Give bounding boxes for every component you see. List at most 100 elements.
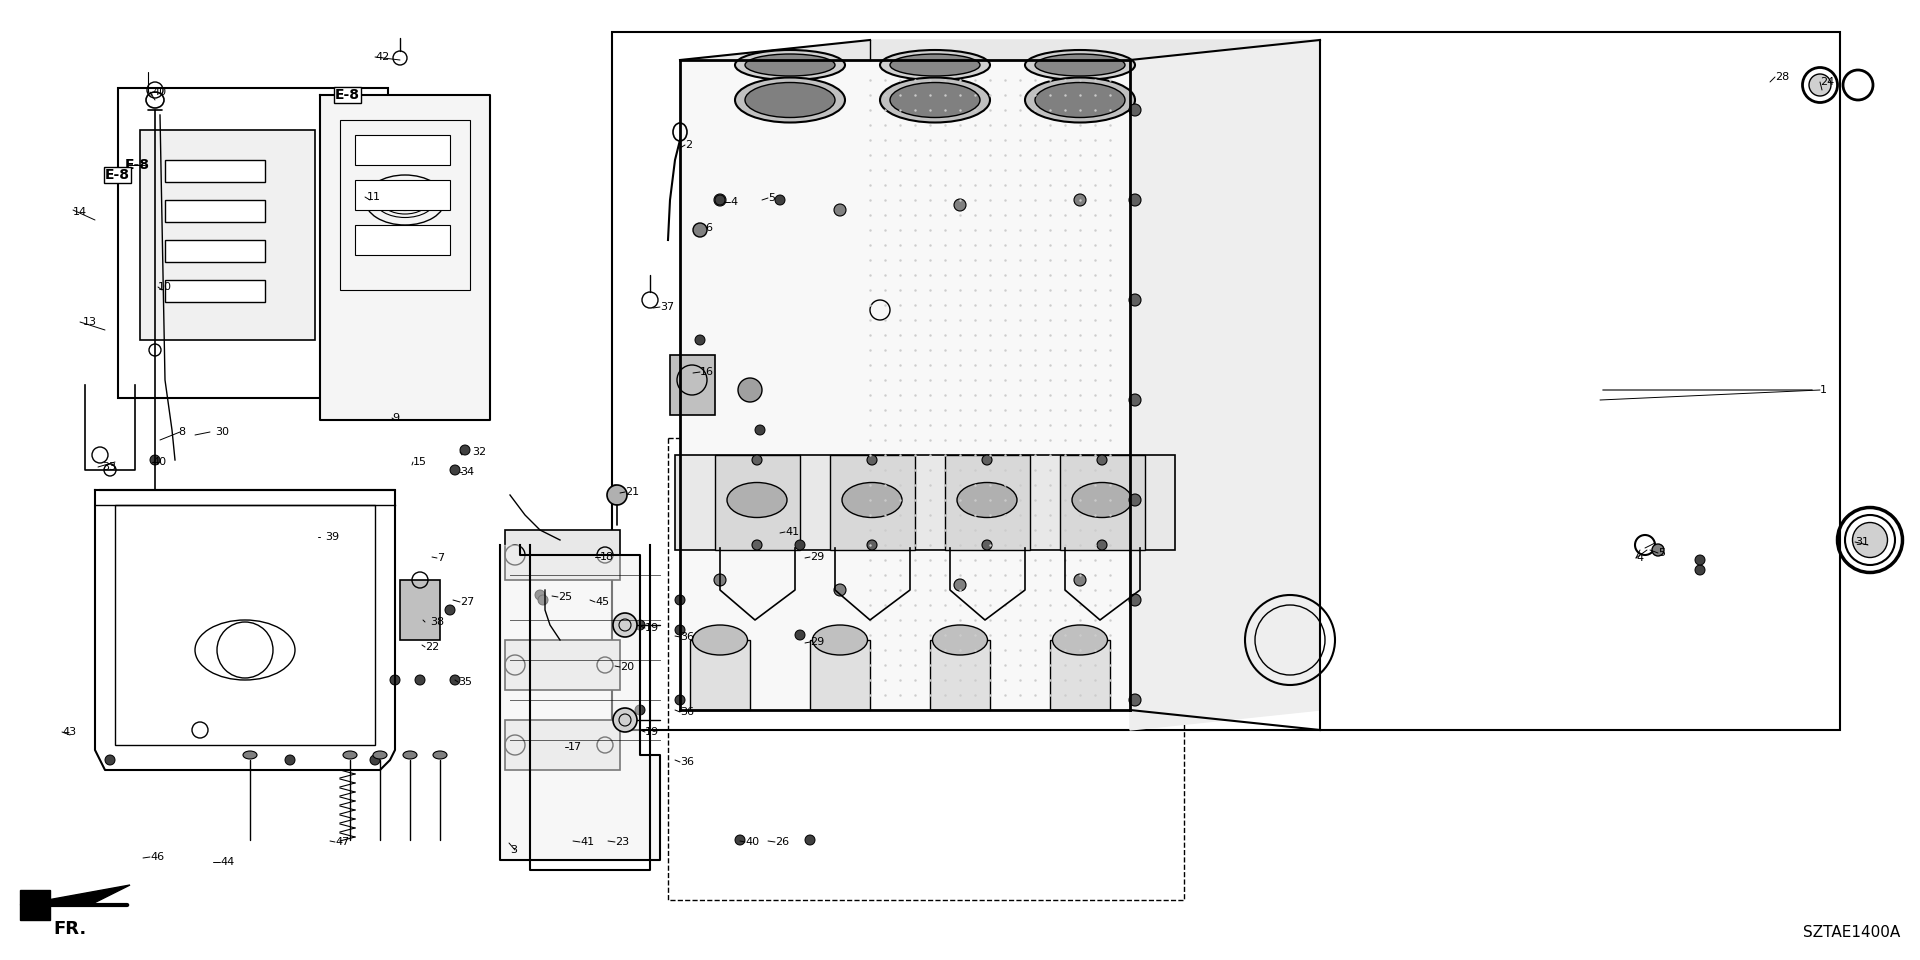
Text: 43: 43 [61,727,77,737]
Circle shape [804,835,814,845]
Text: 39: 39 [324,532,340,542]
Bar [505,640,620,690]
Circle shape [868,455,877,465]
Circle shape [607,485,628,505]
Circle shape [776,195,785,205]
Circle shape [284,755,296,765]
Ellipse shape [344,751,357,759]
Polygon shape [19,885,131,905]
Ellipse shape [1035,83,1125,117]
Text: 29: 29 [810,552,824,562]
Text: 19: 19 [645,727,659,737]
Ellipse shape [1025,78,1135,123]
Text: 36: 36 [680,757,693,767]
Text: 15: 15 [413,457,426,467]
Text: 45: 45 [595,597,609,607]
Ellipse shape [843,483,902,517]
Circle shape [1695,565,1705,575]
Circle shape [461,445,470,455]
Text: 40: 40 [152,457,167,467]
Circle shape [981,455,993,465]
Ellipse shape [891,83,979,117]
Ellipse shape [745,54,835,76]
Circle shape [676,595,685,605]
Text: E-8: E-8 [334,88,361,102]
Ellipse shape [879,50,991,80]
Ellipse shape [891,54,979,76]
Text: 25: 25 [559,592,572,602]
Circle shape [954,579,966,591]
Ellipse shape [1809,74,1832,96]
Text: 3: 3 [511,845,516,855]
Ellipse shape [933,625,987,655]
Circle shape [1129,494,1140,506]
Text: 23: 23 [614,837,630,847]
Text: E-8: E-8 [106,168,131,182]
Bar [612,32,1839,730]
Text: 17: 17 [568,742,582,752]
Circle shape [753,540,762,550]
Bar [505,530,620,580]
Circle shape [695,335,705,345]
Text: E-8: E-8 [125,158,150,172]
Bar [1060,455,1144,550]
Text: 46: 46 [150,852,163,862]
Circle shape [415,675,424,685]
Ellipse shape [735,78,845,123]
Text: 41: 41 [785,527,799,537]
Circle shape [1129,394,1140,406]
Text: 1: 1 [1820,385,1828,395]
Text: 5: 5 [1659,548,1665,558]
Circle shape [449,465,461,475]
Circle shape [371,755,380,765]
Circle shape [1129,294,1140,306]
Circle shape [150,455,159,465]
Ellipse shape [244,751,257,759]
Bar [340,120,470,290]
Bar [355,225,449,255]
Bar [668,438,1185,900]
Bar [945,455,1029,550]
Ellipse shape [728,483,787,517]
Text: 21: 21 [626,487,639,497]
Bar [829,455,916,550]
Text: 4: 4 [730,197,737,207]
Text: 2: 2 [685,140,691,150]
Text: FR.: FR. [54,920,86,938]
Bar [505,720,620,770]
Bar [355,180,449,210]
Text: 41: 41 [580,837,593,847]
Text: 10: 10 [157,282,173,292]
Text: 26: 26 [776,837,789,847]
Bar [140,130,315,340]
Text: 9: 9 [392,413,399,423]
Bar [399,580,440,640]
Bar [115,505,374,745]
Circle shape [636,705,645,715]
Text: 4: 4 [1636,553,1644,563]
Bar [810,640,870,710]
Circle shape [833,204,847,216]
Circle shape [1073,574,1087,586]
Ellipse shape [1025,50,1135,80]
Ellipse shape [1071,483,1133,517]
Ellipse shape [812,625,868,655]
Bar [929,640,991,710]
Circle shape [833,584,847,596]
Circle shape [1651,544,1665,556]
Ellipse shape [879,78,991,123]
Text: 47: 47 [334,837,349,847]
Bar [117,88,388,398]
Text: 35: 35 [459,677,472,687]
Text: 38: 38 [430,617,444,627]
Polygon shape [680,40,1321,60]
Polygon shape [19,890,50,920]
Text: SZTAE1400A: SZTAE1400A [1803,925,1901,940]
Circle shape [106,755,115,765]
Bar [670,355,714,415]
Bar [165,240,265,262]
Circle shape [612,708,637,732]
Text: 28: 28 [1774,72,1789,82]
Circle shape [1073,194,1087,206]
Bar [676,455,1175,550]
